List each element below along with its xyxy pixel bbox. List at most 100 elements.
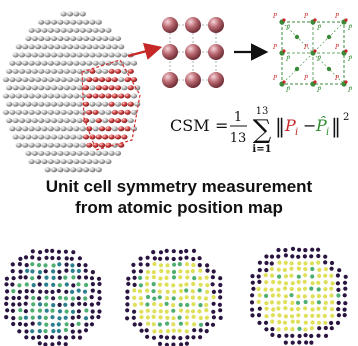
cluster-atom — [31, 134, 38, 140]
cluster-atom — [22, 44, 29, 50]
cluster-atom — [92, 77, 99, 83]
map-atom — [171, 303, 176, 308]
cluster-atom — [114, 85, 122, 91]
cluster-atom — [15, 93, 22, 99]
lattice-label-p: P — [303, 44, 309, 51]
map-atom — [283, 299, 288, 305]
lattice-point — [326, 66, 332, 72]
map-atom — [50, 289, 55, 294]
map-atom — [330, 300, 335, 305]
cluster-atom — [12, 118, 19, 124]
map-atom — [184, 288, 189, 293]
map-atom — [37, 256, 42, 261]
map-atom — [192, 276, 197, 281]
cluster-atom — [44, 36, 51, 42]
map-atom — [90, 282, 95, 287]
map-atom — [152, 309, 157, 314]
map-atom — [269, 254, 275, 259]
map-atom — [164, 256, 170, 261]
cluster-atom — [63, 167, 70, 173]
cluster-atom — [70, 36, 77, 42]
cluster-atom — [41, 60, 48, 66]
map-atom — [70, 309, 76, 314]
map-atom — [171, 256, 176, 262]
map-atom — [277, 333, 282, 339]
cluster-atom — [63, 134, 70, 140]
map-atom — [57, 283, 62, 288]
cluster-atom — [2, 109, 10, 115]
map-atom — [83, 328, 89, 333]
cluster-atom — [134, 101, 141, 107]
map-atom — [23, 309, 28, 314]
cluster-atom — [73, 44, 80, 50]
cluster-atom — [25, 52, 32, 58]
map-atom — [90, 288, 95, 293]
map-atom — [139, 309, 144, 314]
cluster-atom — [50, 52, 58, 58]
cluster-atom — [44, 85, 51, 91]
map-atom — [158, 250, 164, 255]
map-atom — [30, 289, 35, 294]
map-atom — [125, 295, 130, 300]
map-atom — [172, 289, 177, 294]
map-atom — [276, 247, 281, 253]
map-atom — [36, 335, 42, 340]
map-atom — [151, 335, 157, 340]
cluster-atom — [95, 52, 102, 58]
map-atom — [197, 263, 202, 268]
map-atom — [283, 253, 288, 258]
cluster-atom — [9, 60, 16, 66]
map-atom — [30, 315, 35, 320]
map-atom — [145, 315, 150, 320]
map-atom — [290, 333, 295, 338]
map-atom — [177, 315, 182, 320]
cluster-atom — [130, 60, 138, 66]
lattice-label-phat: P̂ — [316, 56, 322, 63]
cluster-atom — [89, 134, 96, 140]
map-atom — [269, 287, 274, 292]
map-atom — [303, 306, 308, 311]
map-atom — [303, 299, 308, 305]
map-atom — [283, 314, 288, 319]
cluster-atom — [31, 150, 38, 156]
map-atom — [290, 254, 295, 259]
map-atom — [264, 260, 269, 266]
cluster-atom — [63, 85, 70, 91]
map-atom — [157, 282, 163, 287]
map-atom — [43, 269, 48, 274]
map-atom — [256, 274, 261, 279]
map-atom — [10, 282, 15, 287]
map-atom — [264, 254, 269, 259]
map-atom — [270, 293, 275, 298]
cluster-atom — [108, 150, 115, 156]
map-left — [4, 248, 102, 346]
map-atom — [329, 266, 334, 271]
cluster-atom — [28, 44, 35, 50]
cluster-atom — [92, 44, 99, 50]
lattice-label-phat: P̂ — [347, 25, 353, 32]
cluster-atom — [57, 85, 64, 91]
cluster-atom — [12, 101, 19, 107]
map-atom — [191, 302, 196, 307]
lattice-label-p: P — [334, 44, 340, 51]
cluster-atom — [38, 150, 45, 156]
map-atom — [158, 309, 163, 314]
cluster-atom — [82, 150, 90, 156]
cluster-atom — [82, 19, 90, 25]
map-atom — [44, 282, 49, 287]
map-atom — [257, 260, 262, 265]
cluster-atom — [50, 85, 58, 91]
map-atom — [145, 294, 151, 300]
map-atom — [283, 274, 289, 279]
map-atom — [83, 302, 88, 307]
cluster-atom — [44, 134, 51, 140]
map-atom — [132, 295, 137, 300]
map-atom — [31, 295, 36, 301]
map-atom — [323, 254, 328, 259]
cluster-atom — [25, 36, 32, 42]
map-atom — [131, 315, 136, 320]
map-atom — [164, 282, 169, 287]
cluster-atom — [50, 167, 58, 173]
map-atom — [97, 289, 102, 294]
map-atom — [178, 269, 183, 274]
